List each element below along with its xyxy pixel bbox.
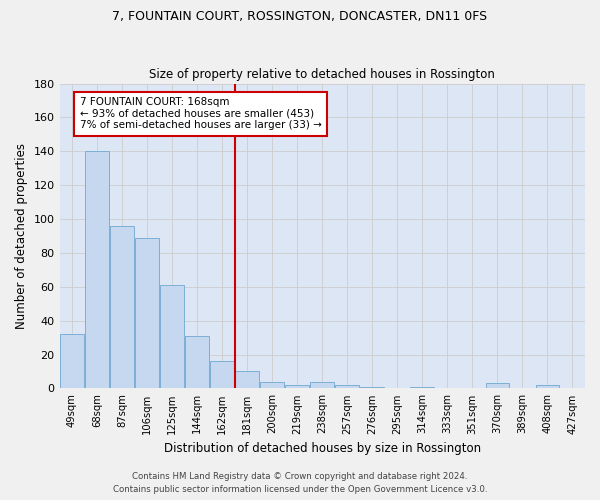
Bar — [286, 385, 309, 388]
Bar — [235, 372, 259, 388]
Bar — [335, 385, 359, 388]
Bar — [60, 334, 84, 388]
Bar — [536, 385, 559, 388]
Bar — [85, 152, 109, 388]
Text: 7 FOUNTAIN COURT: 168sqm
← 93% of detached houses are smaller (453)
7% of semi-d: 7 FOUNTAIN COURT: 168sqm ← 93% of detach… — [80, 97, 322, 130]
Bar — [485, 384, 509, 388]
Bar — [260, 382, 284, 388]
Text: 7, FOUNTAIN COURT, ROSSINGTON, DONCASTER, DN11 0FS: 7, FOUNTAIN COURT, ROSSINGTON, DONCASTER… — [112, 10, 488, 23]
Bar — [160, 285, 184, 389]
Bar — [135, 238, 159, 388]
X-axis label: Distribution of detached houses by size in Rossington: Distribution of detached houses by size … — [164, 442, 481, 455]
Bar — [361, 386, 384, 388]
Y-axis label: Number of detached properties: Number of detached properties — [15, 143, 28, 329]
Bar — [210, 362, 234, 388]
Title: Size of property relative to detached houses in Rossington: Size of property relative to detached ho… — [149, 68, 495, 81]
Text: Contains HM Land Registry data © Crown copyright and database right 2024.
Contai: Contains HM Land Registry data © Crown c… — [113, 472, 487, 494]
Bar — [310, 382, 334, 388]
Bar — [110, 226, 134, 388]
Bar — [185, 336, 209, 388]
Bar — [410, 386, 434, 388]
